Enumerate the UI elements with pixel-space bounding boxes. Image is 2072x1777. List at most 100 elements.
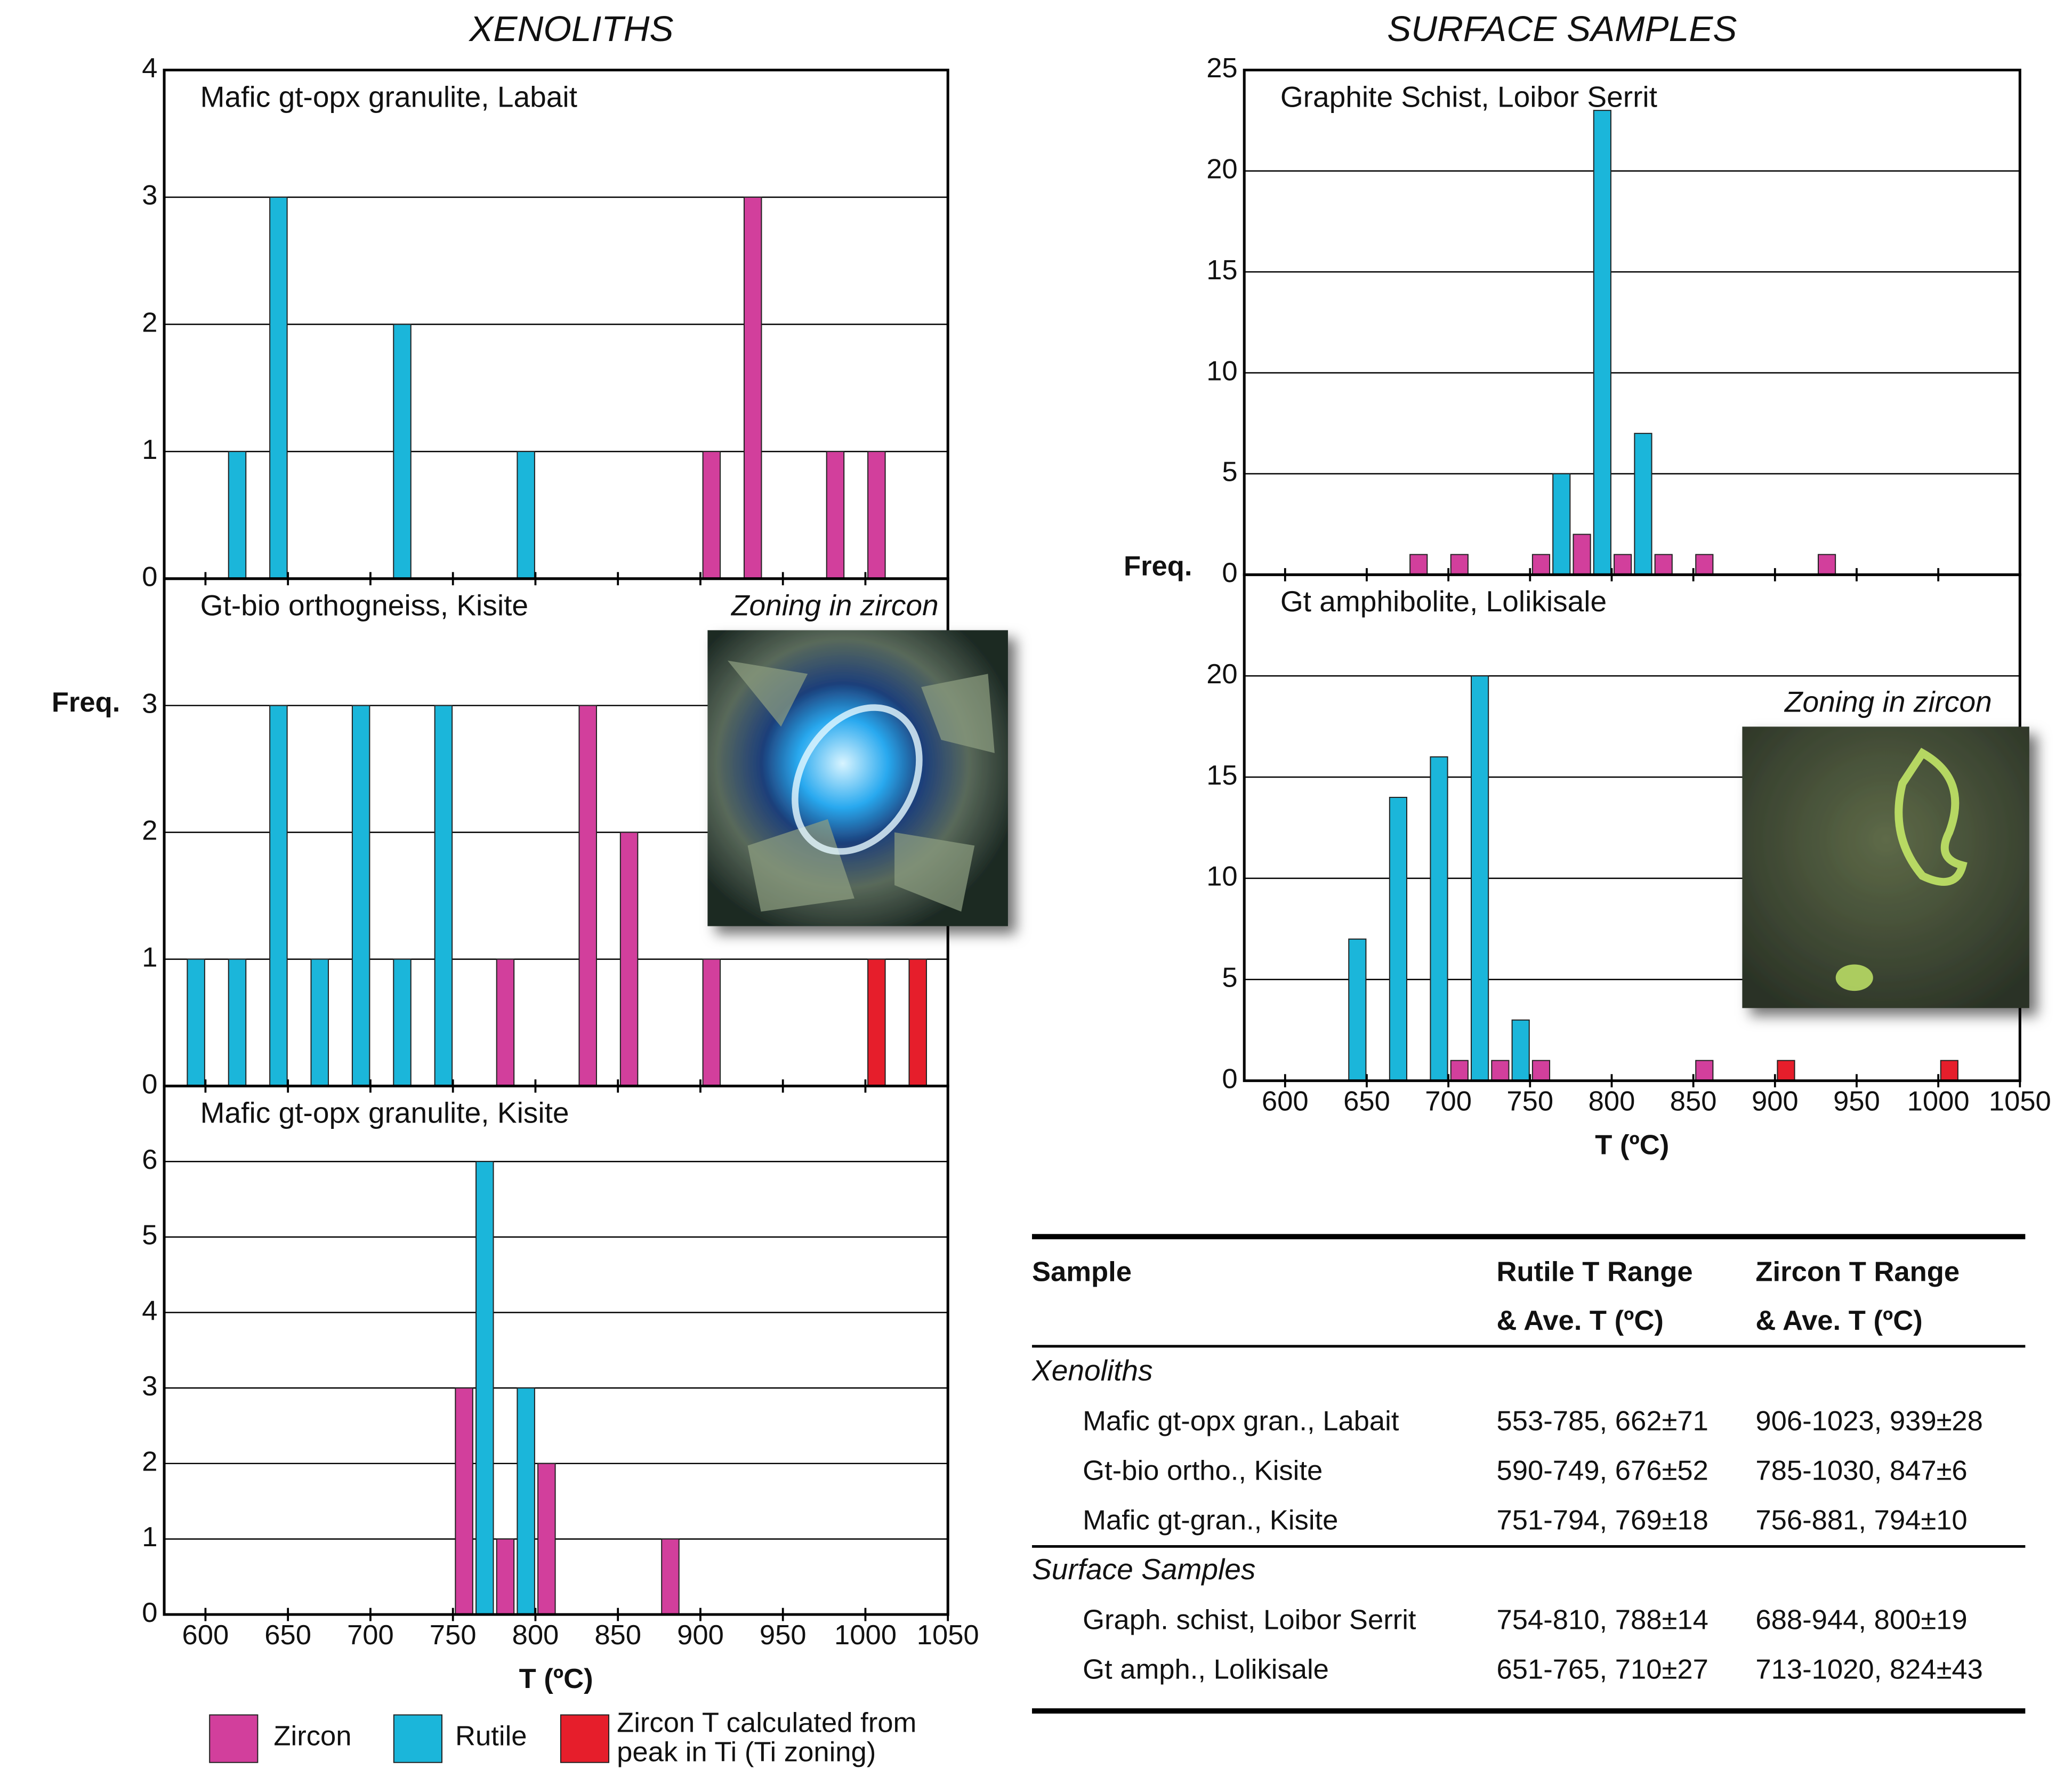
x-tick-label: 950 <box>760 1620 807 1651</box>
bar <box>868 959 885 1086</box>
table: Sample Rutile T Range & Ave. T (ºC) Zircon … <box>1031 1237 2025 1711</box>
bar <box>1941 1061 1958 1081</box>
x-tick-label: 750 <box>1506 1086 1553 1117</box>
bar <box>744 197 761 579</box>
zircon-image <box>1742 726 2029 1008</box>
bar <box>1533 1061 1550 1081</box>
column-header: Sample <box>1032 1257 1132 1288</box>
bar <box>703 959 720 1086</box>
y-tick-label: 15 <box>1206 760 1237 791</box>
y-tick-label: 1 <box>142 1522 157 1553</box>
bar <box>662 1539 679 1614</box>
inset-caption: Zoning in zircon <box>1784 685 1992 718</box>
bar <box>1491 1061 1509 1081</box>
bar <box>1696 1061 1713 1081</box>
x-tick-label: 800 <box>512 1620 559 1651</box>
x-axis-label: T (ºC) <box>1595 1130 1669 1161</box>
bar <box>517 1388 534 1614</box>
x-tick-label: 1000 <box>1907 1086 1970 1117</box>
x-tick-label: 1000 <box>834 1620 897 1651</box>
y-tick-label: 5 <box>1222 963 1237 993</box>
y-tick-label: 10 <box>1206 861 1237 892</box>
table-cell: Mafic gt-opx gran., Labait <box>1083 1406 1399 1437</box>
bar <box>1533 554 1550 575</box>
table-cell: Graph. schist, Loibor Serrit <box>1083 1605 1416 1636</box>
bar <box>455 1388 472 1614</box>
y-tick-label: 6 <box>142 1144 157 1175</box>
bar <box>497 959 514 1086</box>
panel-title: Gt amphibolite, Lolikisale <box>1280 585 1607 618</box>
y-tick-label: 0 <box>1222 1064 1237 1095</box>
x-tick-label: 1050 <box>1989 1086 2051 1117</box>
bar <box>497 1539 514 1614</box>
column-header: Zircon T Range <box>1755 1257 1960 1288</box>
y-tick-label: 4 <box>142 1296 157 1327</box>
legend-swatch <box>394 1715 442 1762</box>
bar <box>187 959 204 1086</box>
y-tick-label: 0 <box>142 1597 157 1628</box>
bar <box>909 959 926 1086</box>
legend-item: Rutile <box>455 1723 575 1777</box>
x-tick-label: 800 <box>1589 1086 1635 1117</box>
bar <box>1451 1061 1468 1081</box>
figure: XENOLITHS SURFACE SAMPLES 0 1 2 3 4 Mafic gt-… <box>0 0 2072 1777</box>
bar <box>476 1161 493 1614</box>
column-header: & Ave. T (ºC) <box>1497 1305 1664 1336</box>
y-tick-label: 4 <box>142 53 157 84</box>
bar <box>1594 110 1611 575</box>
bar <box>229 959 246 1086</box>
column-header: & Ave. T (ºC) <box>1755 1305 1922 1336</box>
bar <box>1573 535 1590 575</box>
y-axis-label: Freq. <box>1124 551 1192 582</box>
zircon-image <box>707 630 1008 926</box>
bar <box>1451 554 1468 575</box>
bar <box>1696 554 1713 575</box>
y-tick-label: 0 <box>142 1069 157 1100</box>
table-cell: Gt amph., Lolikisale <box>1083 1654 1329 1685</box>
group-label: Xenoliths <box>1031 1354 1153 1387</box>
y-tick-label: 3 <box>142 689 157 720</box>
bar <box>1655 554 1672 575</box>
table-cell: 713-1020, 824±43 <box>1755 1654 1983 1685</box>
chart: 01234Mafic gt-opx granulite, Labait <box>142 53 948 592</box>
table-cell: 756-881, 794±10 <box>1755 1505 1967 1536</box>
x-tick-label: 1050 <box>917 1620 979 1651</box>
table-cell: 590-749, 676±52 <box>1497 1456 1708 1487</box>
chart: 0510152025Graphite Schist, Loibor Serrit… <box>1124 53 2020 588</box>
y-tick-label: 2 <box>142 1447 157 1477</box>
bar <box>393 959 410 1086</box>
bar <box>270 706 287 1086</box>
bar <box>827 451 844 579</box>
bar <box>703 451 720 579</box>
column-heading: SURFACE SAMPLES <box>1387 9 1737 49</box>
bar <box>1349 939 1366 1081</box>
bar <box>538 1464 555 1614</box>
y-tick-label: 2 <box>142 308 157 338</box>
y-tick-label: 3 <box>142 1371 157 1402</box>
y-tick-label: 1 <box>142 434 157 465</box>
bar <box>1634 433 1651 575</box>
y-tick-label: 20 <box>1206 154 1237 185</box>
legend-swatch <box>561 1715 609 1762</box>
x-tick-label: 700 <box>1425 1086 1472 1117</box>
bar <box>229 451 246 579</box>
table-cell: 785-1030, 847±6 <box>1755 1456 1967 1487</box>
bar <box>270 197 287 579</box>
column-header: Rutile T Range <box>1497 1257 1693 1288</box>
y-tick-label: 2 <box>142 815 157 846</box>
legend-label: Zircon T calculated from peak in Ti (Ti … <box>617 1710 964 1768</box>
legend-swatch <box>209 1715 257 1762</box>
bar <box>579 706 596 1086</box>
bar <box>393 325 410 579</box>
x-axis-label: T (ºC) <box>519 1663 593 1694</box>
bar <box>1614 554 1631 575</box>
y-tick-label: 1 <box>142 942 157 973</box>
bar <box>1390 797 1407 1081</box>
x-tick-label: 600 <box>1262 1086 1309 1117</box>
x-tick-label: 650 <box>1343 1086 1390 1117</box>
bar <box>1777 1061 1794 1081</box>
bar <box>352 706 369 1086</box>
table-cell: 688-944, 800±19 <box>1755 1605 1967 1636</box>
column-heading: XENOLITHS <box>468 9 673 49</box>
